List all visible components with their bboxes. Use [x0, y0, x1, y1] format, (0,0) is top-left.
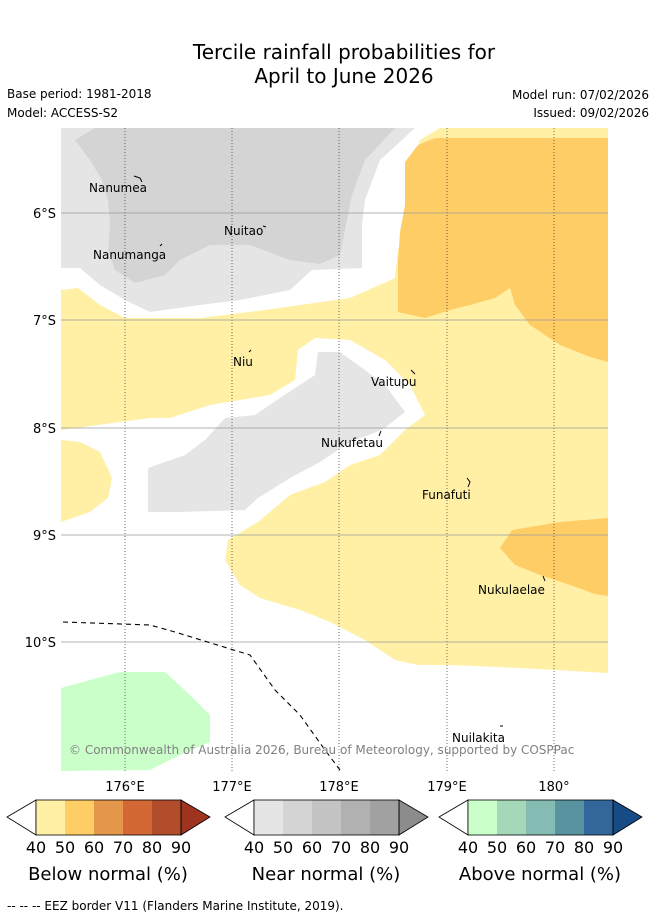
lat-label-10s: 10°S	[25, 636, 56, 651]
colorbar-above-tick-80: 80	[574, 838, 594, 857]
colorbar-below-cell	[152, 800, 181, 835]
issued-date: Issued: 09/02/2026	[533, 106, 649, 120]
place-label-nanumanga: Nanumanga	[93, 248, 166, 262]
map-area: Nanumea Nuitao Nanumanga Niu Vaitupu Nuk…	[61, 128, 608, 771]
place-label-vaitupu: Vaitupu	[371, 375, 417, 389]
colorbar-above-cell	[555, 800, 584, 835]
colorbar-above-tick-50: 50	[487, 838, 507, 857]
colorbar-near-tick-70: 70	[331, 838, 351, 857]
lat-label-8s: 8°S	[33, 422, 56, 437]
copyright-notice: © Commonwealth of Australia 2026, Bureau…	[69, 743, 574, 757]
near-normal-40-region-central	[148, 352, 405, 512]
place-label-nuilakita: Nuilakita	[452, 731, 505, 745]
above-normal-40-region	[61, 672, 210, 771]
colorbar-below-label: Below normal (%)	[28, 864, 188, 885]
island-markers	[133, 175, 546, 727]
colorbar-near-cell	[312, 800, 341, 835]
lat-label-9s: 9°S	[33, 529, 56, 544]
colorbar-near-cell	[254, 800, 283, 835]
colorbar-below-cell	[94, 800, 123, 835]
colorbar-below-tick-60: 60	[84, 838, 104, 857]
lon-label-180: 180°	[538, 780, 569, 795]
place-label-nanumea: Nanumea	[89, 181, 147, 195]
place-label-nukulaelae: Nukulaelae	[478, 583, 545, 597]
place-label-nukufetau: Nukufetau	[321, 436, 383, 450]
colorbar-near-cell	[370, 800, 399, 835]
colorbar-below-cell	[123, 800, 152, 835]
eez-border	[62, 621, 341, 771]
colorbar-near-cap	[398, 799, 429, 836]
colorbar-above-cell	[584, 800, 613, 835]
lat-label-7s: 7°S	[33, 314, 56, 329]
title-line-1: Tercile rainfall probabilities for	[192, 40, 496, 64]
lon-label-178e: 178°E	[319, 780, 359, 795]
colorbar-above-tick-90: 90	[603, 838, 623, 857]
colorbar-above-tick-70: 70	[545, 838, 565, 857]
eez-footnote: -- -- -- EEZ border V11 (Flanders Marine…	[7, 899, 344, 913]
colorbar-above-tick-40: 40	[458, 838, 478, 857]
lat-label-6s: 6°S	[33, 207, 56, 222]
lon-label-176e: 176°E	[105, 780, 145, 795]
colorbar-below-cap	[180, 799, 211, 836]
colorbar-above-cell	[497, 800, 526, 835]
colorbar-above-label: Above normal (%)	[459, 864, 621, 885]
colorbar-above-cell	[468, 800, 497, 835]
colorbar-near-tick-90: 90	[389, 838, 409, 857]
model-run: Model run: 07/02/2026	[511, 88, 649, 102]
legend-colorbars: 40 50 60 70 80 90 Below normal (%) 40 50…	[6, 799, 643, 885]
colorbar-below-tick-90: 90	[171, 838, 191, 857]
near-normal-50-region-north	[75, 128, 395, 283]
colorbar-near-tick-50: 50	[273, 838, 293, 857]
colorbar-near-label: Near normal (%)	[252, 864, 401, 885]
colorbar-near-tick-40: 40	[244, 838, 264, 857]
colorbar-below-tick-70: 70	[113, 838, 133, 857]
colorbar-near-cell	[341, 800, 370, 835]
colorbar-below-tick-40: 40	[26, 838, 46, 857]
model-name: Model: ACCESS-S2	[7, 106, 119, 120]
colorbar-below-tick-50: 50	[55, 838, 75, 857]
title-line-2: April to June 2026	[254, 64, 434, 88]
gridlines	[124, 128, 555, 771]
below-normal-50-region-northeast	[398, 138, 608, 362]
lon-label-177e: 177°E	[212, 780, 252, 795]
colorbar-above: 40 50 60 70 80 90 Above normal (%)	[438, 799, 643, 885]
colorbar-near: 40 50 60 70 80 90 Near normal (%)	[224, 799, 429, 885]
colorbar-below-tick-80: 80	[142, 838, 162, 857]
place-label-funafuti: Funafuti	[422, 488, 471, 502]
colorbar-below-cell	[65, 800, 94, 835]
colorbar-above-cap	[612, 799, 643, 836]
colorbar-near-tick-80: 80	[360, 838, 380, 857]
place-label-nuitao: Nuitao	[224, 224, 263, 238]
colorbar-above-tick-60: 60	[516, 838, 536, 857]
colorbar-near-cell	[283, 800, 312, 835]
colorbar-near-tick-60: 60	[302, 838, 322, 857]
below-normal-40-region-west	[61, 440, 112, 522]
map-title: Tercile rainfall probabilities for April…	[0, 40, 655, 88]
colorbar-below-cell	[36, 800, 65, 835]
lon-label-179e: 179°E	[427, 780, 467, 795]
base-period: Base period: 1981-2018	[7, 87, 152, 101]
place-label-niu: Niu	[233, 355, 253, 369]
colorbar-below: 40 50 60 70 80 90 Below normal (%)	[6, 799, 211, 885]
colorbar-above-cell	[526, 800, 555, 835]
